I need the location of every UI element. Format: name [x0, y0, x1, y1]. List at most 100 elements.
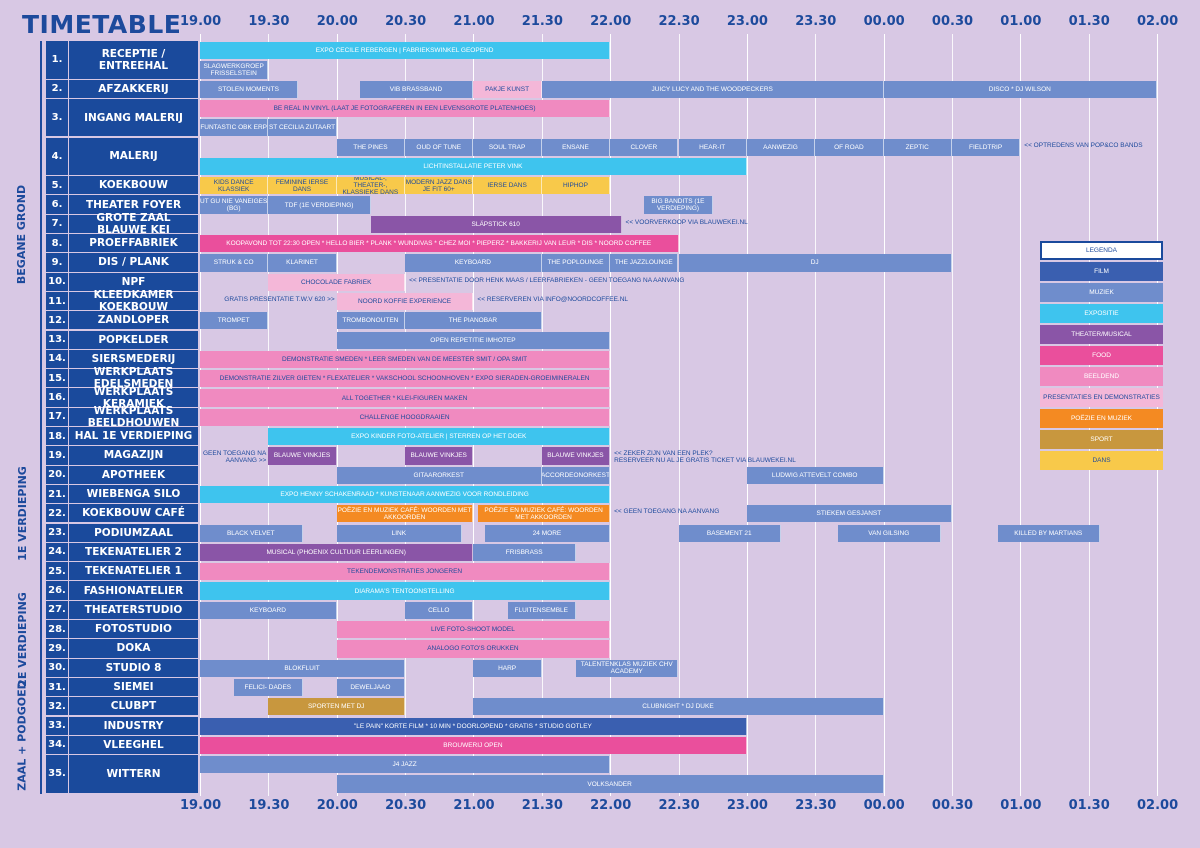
tick-label: 21.00	[453, 14, 495, 29]
event-muziek: FUNTASTIC OBK ERP	[200, 119, 269, 137]
event-expositie: LICHTINSTALLATIE PETER VINK	[200, 157, 747, 176]
row-number: 22.	[46, 504, 68, 523]
tick-label: 00.30	[931, 797, 974, 813]
tick-label: 02.00	[1137, 797, 1179, 813]
event-theater: SLÄPSTICK 610	[370, 215, 622, 233]
event-muziek: KILLED BY MARTIANS	[997, 524, 1101, 542]
row-number: 20.	[46, 465, 68, 484]
event-muziek: THE PIANOBAR	[405, 312, 542, 330]
room-name: DIS / PLANK	[69, 253, 198, 272]
tick-label: 20.30	[385, 797, 427, 813]
row-number: 15.	[46, 369, 68, 388]
event-muziek: STRUK & CO	[200, 254, 269, 272]
legend-item-expositie: EXPOSITIE	[1040, 304, 1163, 323]
legend-title: LEGENDA	[1040, 241, 1163, 260]
event-muziek: HEAR-IT	[678, 138, 747, 156]
tick-label: 01.00	[1000, 797, 1042, 813]
gridline	[815, 34, 817, 796]
room-name: INDUSTRY	[69, 716, 198, 735]
tick-label: 19.00	[180, 14, 222, 29]
tick-label: 21.30	[521, 14, 563, 29]
tick-label: 22.30	[658, 14, 700, 29]
row-number: 30.	[46, 658, 68, 677]
event-muziek: AANWEZIG	[746, 138, 816, 156]
room-name: POPKELDER	[69, 330, 198, 349]
row-number: 7.	[46, 214, 68, 233]
tick-label: 00.00	[863, 797, 905, 813]
tick-label: 22.00	[590, 797, 632, 813]
room-name: GROTE ZAAL BLAUWE KEI	[69, 212, 198, 236]
room-name: APOTHEEK	[69, 465, 198, 484]
tick-label: 23.00	[726, 797, 768, 813]
legend-item-theater: THEATER/MUSICAL	[1040, 325, 1163, 344]
legend-item-poezie: POËZIE EN MUZIEK	[1040, 409, 1163, 428]
room-name: SIEMEI	[69, 677, 198, 697]
row-number: 10.	[46, 272, 68, 291]
event-beeldend: BE REAL IN VINYL (LAAT JE FOTOGRAFEREN I…	[200, 99, 611, 118]
event-dans: MODERN JAZZ DANS JE FIT 60+	[405, 177, 474, 195]
event-muziek: ST CECILIA ZUTAART	[268, 119, 337, 137]
room-name: KLEEDKAMER KOEKBOUW	[69, 289, 198, 313]
event-dans: FEMININE IERSE DANS	[268, 177, 337, 195]
tick-label: 20.00	[316, 14, 358, 29]
event-muziek: ZEPTIC	[883, 138, 952, 156]
room-name: TEKENATELIER 1	[69, 562, 198, 581]
gridline	[610, 34, 612, 796]
room-name: KOEKBOUW CAFÉ	[69, 504, 198, 523]
row-number: 32.	[46, 697, 68, 716]
row-number: 16.	[46, 388, 68, 407]
event-muziek: TDF (1E VERDIEPING)	[268, 196, 371, 214]
event-presentatie: NOORD KOFFIE EXPERIENCE	[336, 292, 474, 311]
room-name: ZANDLOPER	[69, 311, 198, 330]
row-number: 35.	[46, 755, 68, 793]
event-muziek: FIELDTRIP	[951, 138, 1021, 156]
floor-label: ZAAL + PODGOED	[4, 677, 42, 794]
room-name: KOEKBOUW	[69, 176, 198, 195]
event-muziek: CELLO	[405, 601, 474, 619]
room-name: WERKPLAATS KERAMIEK	[69, 386, 198, 410]
event-muziek: GITAARORKEST	[336, 466, 542, 484]
tick-label: 23.30	[795, 797, 837, 813]
event-poezie: POËZIE EN MUZIEK CAFÉ: WOORDEN MET AKKOO…	[477, 505, 611, 523]
legend-item-muziek: MUZIEK	[1040, 283, 1163, 302]
event-muziek: THE JAZZLOUNGE	[610, 254, 679, 272]
room-name: WITTERN	[69, 755, 198, 793]
row-number: 4.	[46, 137, 68, 176]
event-muziek: KLARINET	[268, 254, 337, 272]
row-number: 17.	[46, 407, 68, 426]
room-name: RECEPTIE / ENTREEHAL	[69, 41, 198, 79]
event-muziek: SLAGWERKGROEP FRISSELSTEIN	[200, 61, 269, 79]
room-name: WERKPLAATS EDELSMEDEN	[69, 366, 198, 390]
tick-label: 22.00	[590, 14, 632, 29]
event-muziek: J4 JAZZ	[200, 756, 611, 774]
room-name: WERKPLAATS BEELDHOUWEN	[69, 405, 198, 429]
event-poezie: POËZIE EN MUZIEK CAFÉ: WOORDEN MET AKKOO…	[336, 505, 474, 523]
event-presentatie: PAKJE KUNST	[473, 80, 542, 98]
room-name: THEATERSTUDIO	[69, 600, 198, 619]
event-beeldend: CHALLENGE HOOGDRAAIEN	[200, 408, 611, 426]
row-number: 24.	[46, 542, 68, 562]
event-beeldend: DEMONSTRATIE ZILVER GIETEN * FLEXATELIER…	[200, 370, 611, 388]
floor-label: 1E VERDIEPING	[4, 427, 42, 601]
gridline	[746, 34, 748, 796]
annotation-note: << VOORVERKOOP VIA BLAUWEKEI.NL	[625, 218, 748, 226]
event-muziek: LUDWIG ATTEVELT COMBO	[746, 466, 884, 484]
tick-label: 19.30	[248, 797, 290, 813]
event-sport: SPORTEN MET DJ	[268, 698, 406, 716]
event-muziek: JUICY LUCY AND THE WOODPECKERS	[541, 80, 884, 98]
room-name: THEATER FOYER	[69, 195, 198, 214]
tick-label: 22.30	[658, 797, 700, 813]
row-number: 26.	[46, 581, 68, 600]
event-presentatie: CHOCOLADE FABRIEK	[268, 273, 406, 291]
event-muziek: TROMPET	[200, 312, 269, 330]
event-muziek: BLACK VELVET	[200, 524, 303, 542]
event-muziek: OF ROAD	[815, 138, 884, 156]
row-number: 1.	[46, 41, 68, 79]
event-muziek: KEYBOARD	[200, 601, 337, 619]
event-beeldend: TEKENDEMONSTRATIES JONGEREN	[200, 563, 611, 581]
event-muziek: VOLKSANDER	[336, 775, 884, 793]
floor-label-text: 1E VERDIEPING	[15, 466, 29, 562]
annotation-note: << ZEKER ZIJN VAN EEN PLEK? RESERVEER NU…	[614, 450, 796, 465]
event-muziek: THE PINES	[336, 138, 406, 156]
row-number: 13.	[46, 330, 68, 349]
